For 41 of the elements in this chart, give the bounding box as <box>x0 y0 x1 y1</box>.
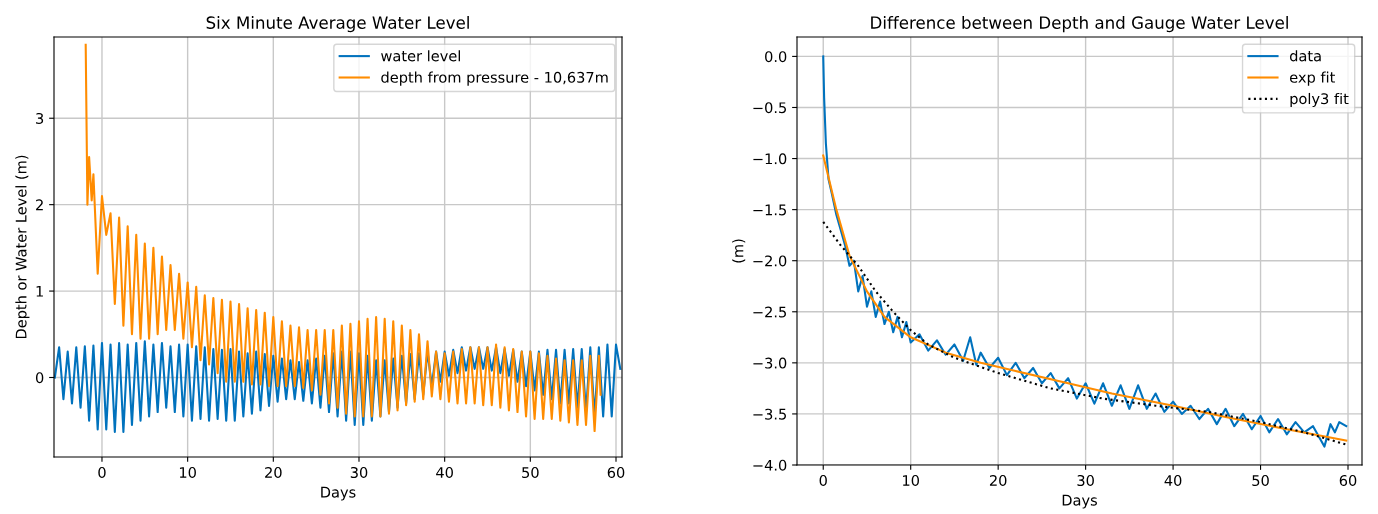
y-tick-label: −4.0 <box>753 459 787 471</box>
legend-label: data <box>1290 50 1321 62</box>
x-tick-label: 50 <box>1252 474 1269 487</box>
y-tick-label: −1.5 <box>753 204 786 216</box>
x-tick-label: 40 <box>436 466 453 479</box>
y-tick-label: 0.0 <box>765 51 787 63</box>
x-tick-label: 60 <box>607 466 625 479</box>
legend-label: exp fit <box>1290 71 1335 86</box>
x-tick-label: 50 <box>522 466 539 479</box>
y-tick-label: 3 <box>36 112 44 124</box>
legend-label: water level <box>381 50 460 62</box>
y-tick-label: −2.0 <box>753 255 787 267</box>
chart-title: Six Minute Average Water Level <box>206 16 469 33</box>
y-tick-label: 0 <box>35 372 44 384</box>
x-axis-title: Days <box>321 486 356 501</box>
x-tick-label: 40 <box>1164 474 1182 487</box>
x-tick-label: 20 <box>265 466 282 479</box>
chart-title: Difference between Depth and Gauge Water Level <box>871 16 1288 33</box>
line-series <box>822 154 1348 442</box>
y-tick-label: −1.0 <box>753 153 787 165</box>
x-tick-label: 0 <box>819 474 827 487</box>
line-series <box>54 340 622 433</box>
y-axis-title: (m) <box>732 239 746 263</box>
x-tick-label: 30 <box>1077 474 1094 487</box>
y-tick-label: −3.5 <box>753 408 786 420</box>
x-axis-title: Days <box>1062 494 1097 509</box>
x-tick-label: 60 <box>1339 474 1357 487</box>
y-tick-label: −0.5 <box>753 102 786 114</box>
y-tick-label: 1 <box>36 285 43 297</box>
x-tick-label: 0 <box>98 466 106 479</box>
y-axis-title: Depth or Water Level (m) <box>15 155 30 339</box>
y-tick-label: 2 <box>36 199 43 211</box>
x-tick-label: 20 <box>989 474 1007 487</box>
line-series <box>822 220 1348 446</box>
x-tick-label: 30 <box>350 466 368 479</box>
legend-label: poly3 fit <box>1290 92 1349 108</box>
x-tick-label: 10 <box>179 466 196 479</box>
x-tick-label: 10 <box>903 474 920 487</box>
y-tick-label: −3.0 <box>753 357 787 369</box>
y-tick-label: −2.5 <box>753 306 786 318</box>
legend-label: depth from pressure - 10,637m <box>381 71 608 86</box>
